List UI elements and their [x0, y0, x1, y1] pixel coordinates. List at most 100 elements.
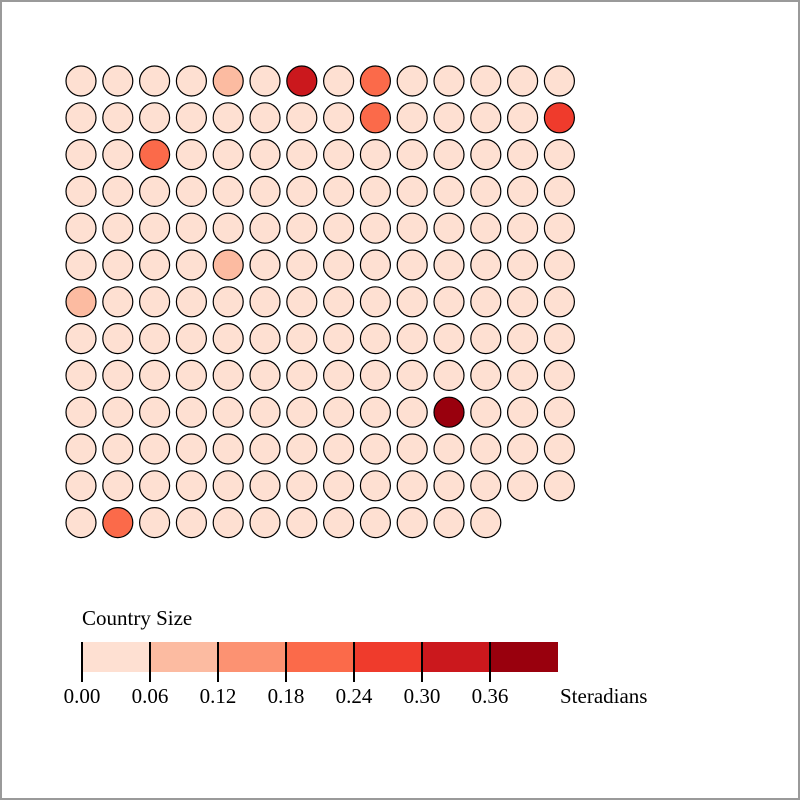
- country-dot-139: [543, 396, 576, 428]
- country-dot-52: [433, 175, 465, 207]
- country-dot-111: [543, 323, 576, 355]
- country-dot-6: [286, 65, 318, 97]
- legend-tick-label-0: 0.00: [64, 684, 101, 708]
- country-dot-55: [543, 175, 576, 207]
- country-dot-65: [396, 212, 428, 244]
- country-dot-69: [543, 212, 576, 244]
- country-dot-142: [139, 433, 171, 465]
- country-dot-58: [139, 212, 171, 244]
- country-dot-29: [102, 139, 134, 171]
- country-dot-106: [359, 323, 391, 355]
- country-dot-14: [65, 102, 97, 134]
- legend-title: Country Size: [82, 606, 192, 630]
- country-dot-83: [543, 249, 576, 281]
- country-dot-42: [65, 175, 97, 207]
- country-dot-79: [396, 249, 428, 281]
- country-dot-82: [506, 249, 539, 281]
- country-dot-8: [359, 65, 391, 97]
- country-dot-16: [139, 102, 171, 134]
- country-dot-133: [323, 396, 355, 428]
- country-dot-34: [286, 139, 318, 171]
- country-dot-121: [396, 359, 428, 391]
- country-dot-164: [433, 470, 465, 502]
- country-dot-178: [433, 506, 465, 539]
- country-dot-156: [139, 470, 171, 502]
- country-dot-32: [212, 139, 244, 171]
- country-dot-40: [506, 139, 539, 171]
- country-dot-12: [506, 65, 539, 97]
- country-dot-26: [506, 102, 539, 134]
- country-dot-81: [470, 249, 502, 281]
- country-dot-104: [286, 323, 318, 355]
- country-dot-141: [102, 433, 134, 465]
- country-dot-13: [543, 65, 576, 97]
- country-dot-160: [286, 470, 318, 502]
- country-dot-38: [433, 139, 465, 171]
- country-dot-168: [65, 506, 97, 539]
- country-dot-89: [249, 286, 281, 318]
- country-dot-171: [175, 506, 207, 539]
- country-dot-27: [543, 102, 576, 134]
- country-dot-114: [139, 359, 171, 391]
- country-dot-132: [286, 396, 318, 428]
- legend-tick-label-5: 0.30: [404, 684, 441, 708]
- country-dot-97: [543, 286, 576, 318]
- country-dot-54: [506, 175, 539, 207]
- legend-tick-label-1: 0.06: [132, 684, 169, 708]
- country-dot-94: [433, 286, 465, 318]
- country-dot-122: [433, 359, 465, 391]
- country-dot-57: [102, 212, 134, 244]
- country-dot-67: [470, 212, 502, 244]
- country-dot-68: [506, 212, 539, 244]
- country-dot-117: [249, 359, 281, 391]
- country-dot-61: [249, 212, 281, 244]
- country-dot-17: [175, 102, 207, 134]
- country-dot-43: [102, 175, 134, 207]
- country-dot-53: [470, 175, 502, 207]
- country-dot-109: [470, 323, 502, 355]
- country-dot-146: [286, 433, 318, 465]
- country-dot-0: [65, 65, 97, 97]
- country-dot-98: [65, 323, 97, 355]
- country-dot-48: [286, 175, 318, 207]
- country-dot-11: [470, 65, 502, 97]
- legend-swatch-6: [490, 642, 558, 672]
- country-dot-158: [212, 470, 244, 502]
- country-dot-107: [396, 323, 428, 355]
- country-dot-30: [139, 139, 171, 171]
- country-dot-120: [359, 359, 391, 391]
- country-dot-70: [65, 249, 97, 281]
- country-dot-74: [212, 249, 244, 281]
- country-dot-123: [470, 359, 502, 391]
- country-dot-154: [65, 470, 97, 502]
- legend-ticks: 0.00 0.06 0.12 0.18 0.24 0.30 0.36: [64, 642, 508, 708]
- country-dot-36: [359, 139, 391, 171]
- country-dot-173: [249, 506, 281, 539]
- legend-tick-label-2: 0.12: [200, 684, 237, 708]
- country-dot-155: [102, 470, 134, 502]
- country-dot-10: [433, 65, 465, 97]
- country-dot-124: [506, 359, 539, 391]
- country-dot-145: [249, 433, 281, 465]
- country-dot-31: [175, 139, 207, 171]
- country-dot-157: [175, 470, 207, 502]
- legend-unit-label: Steradians: [560, 684, 647, 708]
- country-dot-9: [396, 65, 428, 97]
- country-dot-78: [359, 249, 391, 281]
- country-dot-75: [249, 249, 281, 281]
- country-dot-33: [249, 139, 281, 171]
- country-dot-84: [65, 286, 97, 318]
- country-dot-159: [249, 470, 281, 502]
- country-dot-179: [470, 506, 502, 539]
- country-dot-71: [102, 249, 134, 281]
- country-dot-116: [212, 359, 244, 391]
- country-dot-18: [212, 102, 244, 134]
- country-dot-163: [396, 470, 428, 502]
- country-dot-41: [543, 139, 576, 171]
- country-dot-110: [506, 323, 539, 355]
- country-dot-172: [212, 506, 244, 539]
- country-dot-73: [175, 249, 207, 281]
- country-dot-4: [212, 65, 244, 97]
- country-dot-113: [102, 359, 134, 391]
